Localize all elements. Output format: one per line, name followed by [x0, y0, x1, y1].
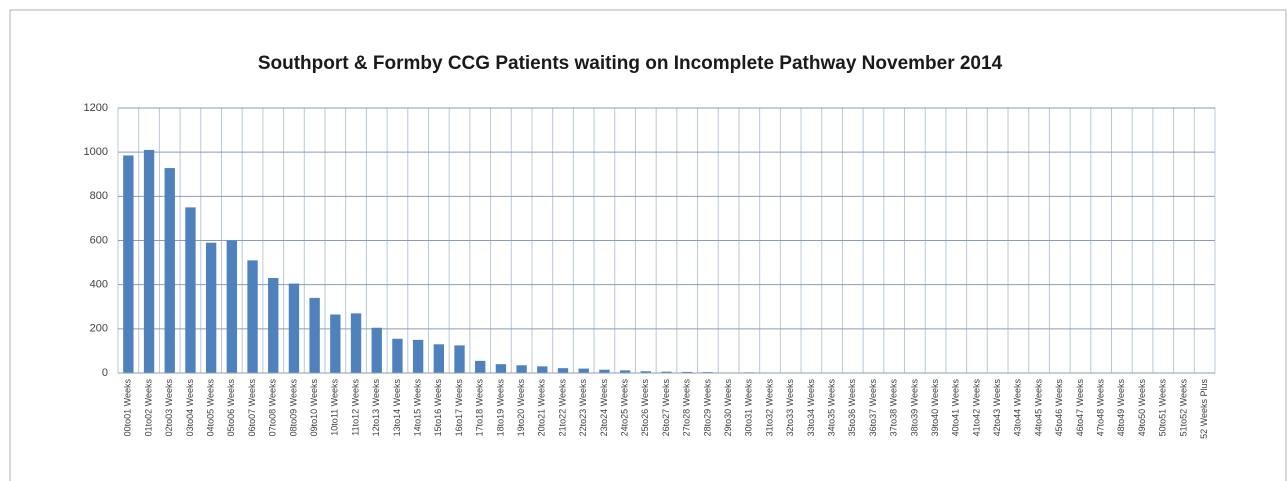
x-tick-label: 18to19 Weeks	[495, 379, 505, 437]
bar	[392, 338, 403, 373]
x-tick-label: 20to21 Weeks	[537, 379, 547, 437]
y-tick-label: 0	[102, 367, 108, 379]
bar	[475, 360, 486, 373]
bar	[516, 365, 527, 373]
bar	[433, 344, 444, 373]
x-tick-label: 30to31 Weeks	[744, 379, 754, 437]
x-tick-label: 45to46 Weeks	[1054, 379, 1064, 437]
x-tick-label: 25to26 Weeks	[640, 379, 650, 437]
bar	[578, 368, 589, 373]
x-tick-label: 11to12 Weeks	[350, 379, 360, 436]
x-tick-label: 15to16 Weeks	[433, 379, 443, 437]
bar	[350, 313, 362, 373]
bar	[537, 366, 548, 373]
x-tick-label: 16to17 Weeks	[454, 379, 464, 437]
bar	[205, 242, 217, 373]
x-tick-label: 21to22 Weeks	[557, 379, 567, 437]
bar	[682, 371, 693, 373]
x-tick-label: 26to27 Weeks	[661, 379, 671, 437]
bar	[371, 327, 382, 373]
x-tick-label: 23to24 Weeks	[599, 379, 609, 437]
x-tick-label: 03to04 Weeks	[185, 379, 195, 437]
x-tick-label: 05to06 Weeks	[226, 379, 236, 437]
bar	[661, 371, 672, 373]
bar	[599, 369, 610, 373]
x-tick-label: 35to36 Weeks	[847, 379, 857, 437]
x-tick-label: 47to48 Weeks	[1096, 379, 1106, 437]
x-tick-label: 46to47 Weeks	[1075, 379, 1085, 437]
x-tick-label: 14to15 Weeks	[412, 379, 422, 437]
x-tick-label: 52 Weeks Plus	[1199, 379, 1209, 439]
x-tick-label: 37to38 Weeks	[889, 379, 899, 437]
bar	[143, 149, 155, 373]
y-tick-label: 1000	[84, 146, 108, 158]
x-tick-label: 01to02 Weeks	[143, 379, 153, 437]
bar	[226, 240, 238, 373]
x-tick-label: 28to29 Weeks	[702, 379, 712, 437]
x-tick-label: 36to37 Weeks	[868, 379, 878, 437]
x-tick-label: 34to35 Weeks	[826, 379, 836, 437]
x-tick-label: 48to49 Weeks	[1116, 379, 1126, 437]
bar	[309, 297, 320, 373]
x-tick-label: 27to28 Weeks	[682, 379, 692, 437]
x-tick-label: 10to11 Weeks	[330, 379, 340, 436]
bar	[330, 314, 341, 373]
x-tick-label: 04to05 Weeks	[206, 379, 216, 437]
x-tick-label: 38to39 Weeks	[909, 379, 919, 437]
bar	[164, 168, 175, 373]
x-tick-label: 12to13 Weeks	[371, 379, 381, 437]
x-tick-label: 51to52 Weeks	[1178, 379, 1188, 437]
x-tick-label: 33to34 Weeks	[806, 379, 816, 437]
y-tick-label: 1200	[84, 102, 108, 114]
bar	[454, 345, 465, 373]
bar	[268, 278, 279, 373]
bar	[247, 260, 258, 373]
x-tick-label: 41to42 Weeks	[971, 379, 981, 437]
chart-title: Southport & Formby CCG Patients waiting …	[258, 53, 1003, 74]
x-tick-label: 09to10 Weeks	[309, 379, 319, 437]
y-tick-label: 400	[90, 279, 108, 291]
x-tick-label: 13to14 Weeks	[392, 379, 402, 437]
bar	[557, 368, 569, 373]
x-tick-label: 07to08 Weeks	[268, 379, 278, 437]
x-tick-label: 44to45 Weeks	[1033, 379, 1043, 437]
bar	[123, 155, 134, 373]
bar	[185, 207, 196, 373]
x-tick-label: 32to33 Weeks	[785, 379, 795, 437]
y-tick-label: 200	[90, 323, 108, 335]
x-tick-label: 08to09 Weeks	[288, 379, 298, 437]
x-tick-label: 50to51 Weeks	[1158, 379, 1168, 437]
bar	[640, 371, 651, 373]
x-tick-label: 24to25 Weeks	[619, 379, 629, 437]
x-tick-label: 31to32 Weeks	[764, 379, 774, 437]
x-tick-label: 02to03 Weeks	[164, 379, 174, 437]
y-tick-label: 600	[90, 234, 108, 246]
bar	[412, 339, 424, 373]
x-tick-label: 49to50 Weeks	[1137, 379, 1147, 437]
x-tick-label: 29to30 Weeks	[723, 379, 733, 437]
x-tick-label: 06to07 Weeks	[247, 379, 257, 437]
x-tick-label: 39to40 Weeks	[930, 379, 940, 437]
bar	[288, 283, 300, 373]
x-tick-label: 17to18 Weeks	[475, 379, 485, 437]
x-tick-label: 43to44 Weeks	[1013, 379, 1023, 437]
x-tick-label: 42to43 Weeks	[992, 379, 1002, 437]
bar	[495, 364, 507, 373]
x-tick-label: 22to23 Weeks	[578, 379, 588, 437]
x-tick-label: 40to41 Weeks	[951, 379, 961, 437]
x-tick-label: 00to01 Weeks	[123, 379, 133, 437]
bar	[619, 370, 631, 373]
y-tick-label: 800	[90, 190, 108, 202]
x-tick-label: 19to20 Weeks	[516, 379, 526, 437]
